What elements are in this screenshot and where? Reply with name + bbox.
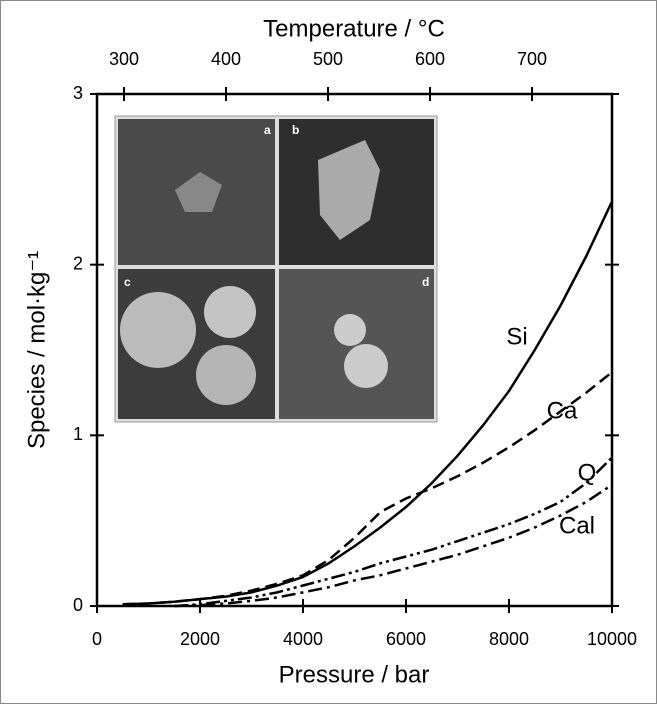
x-axis-label: Pressure / bar xyxy=(279,661,430,688)
series-label: Q xyxy=(578,459,597,486)
x-tick-label: 0 xyxy=(92,629,102,649)
y-axis-label: Species / mol·kg⁻¹ xyxy=(23,251,50,449)
series-line xyxy=(174,483,613,608)
crystal xyxy=(318,140,380,240)
x2-tick-label: 500 xyxy=(313,49,343,69)
panel-letter: c xyxy=(124,275,131,289)
series-label: Ca xyxy=(547,397,578,424)
panel-letter: d xyxy=(422,275,429,289)
crystal xyxy=(175,172,222,212)
y-tick-label: 1 xyxy=(73,424,83,444)
sphere xyxy=(344,344,388,388)
x2-tick-label: 700 xyxy=(517,49,547,69)
x2-tick-label: 300 xyxy=(109,49,139,69)
panel-letter: a xyxy=(264,123,271,137)
x-tick-label: 4000 xyxy=(283,629,323,649)
panel-letter: b xyxy=(292,123,299,137)
x2-tick-label: 600 xyxy=(415,49,445,69)
sphere xyxy=(196,345,256,405)
x2-axis-label: Temperature / °C xyxy=(263,15,445,42)
inset: a b c d xyxy=(114,115,438,423)
series-label: Si xyxy=(506,323,527,350)
plot-border xyxy=(95,92,614,608)
y-tick-label: 3 xyxy=(73,83,83,103)
x-tick-label: 2000 xyxy=(180,629,220,649)
x2-tick-label: 400 xyxy=(211,49,241,69)
x-tick-label: 10000 xyxy=(587,629,637,649)
sphere xyxy=(120,292,196,368)
y-tick-label: 2 xyxy=(73,253,83,273)
series-line xyxy=(174,456,613,608)
series-label: Cal xyxy=(559,512,595,539)
x-tick-label: 6000 xyxy=(386,629,426,649)
x-tick-label: 8000 xyxy=(489,629,529,649)
y-tick-label: 0 xyxy=(73,595,83,615)
sphere xyxy=(204,286,256,338)
sphere xyxy=(334,314,366,346)
series-line xyxy=(122,371,613,606)
